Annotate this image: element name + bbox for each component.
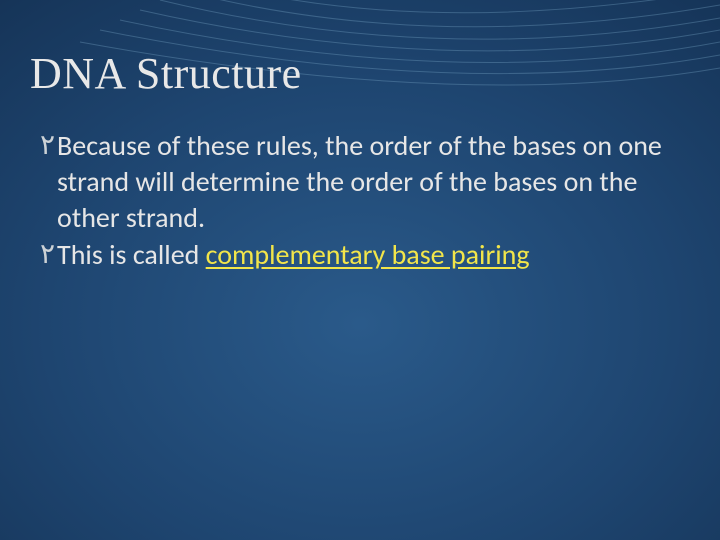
bullet-glyph-icon: ٢ (40, 237, 57, 273)
bullet-item: ٢ Because of these rules, the order of t… (40, 128, 680, 235)
bullet-item: ٢ This is called complementary base pair… (40, 237, 680, 273)
slide-body: ٢ Because of these rules, the order of t… (40, 128, 680, 275)
bullet-prefix: This is called (57, 237, 206, 272)
slide-title: DNA Structure (30, 48, 302, 99)
highlight-term: complementary base pairing (206, 237, 530, 272)
bullet-glyph-icon: ٢ (40, 128, 57, 164)
bullet-text: Because of these rules, the order of the… (57, 128, 680, 235)
slide: DNA Structure ٢ Because of these rules, … (0, 0, 720, 540)
bullet-text: This is called complementary base pairin… (57, 237, 680, 273)
